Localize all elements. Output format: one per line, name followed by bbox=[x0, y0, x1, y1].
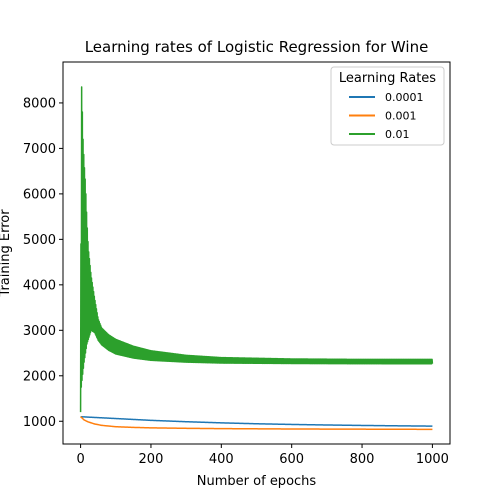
y-tick-label: 6000 bbox=[23, 187, 56, 202]
x-tick-label: 600 bbox=[279, 452, 304, 467]
x-axis-label: Number of epochs bbox=[197, 474, 317, 489]
x-tick-label: 400 bbox=[209, 452, 234, 467]
legend-label: 0.0001 bbox=[385, 91, 424, 104]
legend: Learning Rates 0.0001 0.001 0.01 bbox=[330, 66, 445, 146]
y-tick-label: 3000 bbox=[23, 324, 56, 339]
legend-label: 0.001 bbox=[385, 110, 417, 123]
y-tick-label: 8000 bbox=[23, 96, 56, 111]
x-tick-label: 800 bbox=[350, 452, 375, 467]
series-line-0.01 bbox=[79, 86, 434, 413]
series-line-0.001 bbox=[80, 416, 433, 431]
legend-label: 0.01 bbox=[385, 128, 410, 141]
x-tick-label: 200 bbox=[139, 452, 164, 467]
axes-layer: 0 200 400 600 800 1000 1000 2000 3000 4000 5000 600… bbox=[23, 96, 449, 467]
series-layer bbox=[79, 86, 434, 431]
legend-box bbox=[330, 66, 445, 146]
y-tick-label: 7000 bbox=[23, 142, 56, 157]
y-tick-label: 5000 bbox=[23, 233, 56, 248]
y-axis-label: Training Error bbox=[0, 209, 13, 298]
x-tick-label: 0 bbox=[76, 452, 84, 467]
y-tick-label: 1000 bbox=[23, 415, 56, 430]
series-line-0.0001 bbox=[80, 415, 433, 427]
legend-title: Learning Rates bbox=[339, 71, 436, 86]
y-tick-label: 2000 bbox=[23, 369, 56, 384]
chart-title: Learning rates of Logistic Regression fo… bbox=[85, 38, 429, 56]
legend-items: 0.0001 0.001 0.01 bbox=[349, 91, 424, 141]
y-tick-label: 4000 bbox=[23, 278, 56, 293]
x-tick-label: 1000 bbox=[416, 452, 449, 467]
